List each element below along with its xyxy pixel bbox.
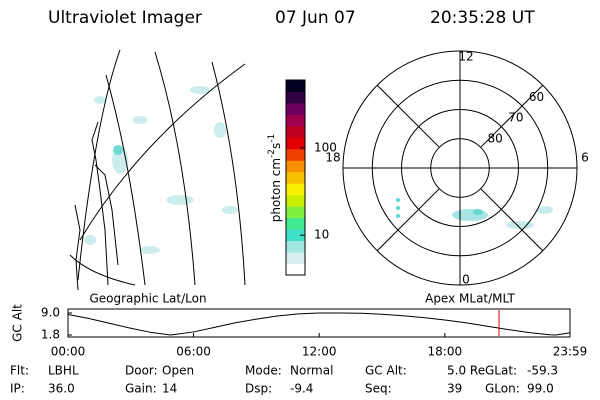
info-value: 39 xyxy=(447,382,462,396)
colorbar: 10 100 xyxy=(285,79,337,276)
polar-mlt-label: 6 xyxy=(581,151,589,165)
instrument: Ultraviolet Imager xyxy=(48,8,202,28)
polar-spoke xyxy=(480,188,544,252)
colorbar-tick-label: 10 xyxy=(314,228,329,242)
info-label: Mode: xyxy=(245,364,282,378)
altitude-xtick-label: 00:00 xyxy=(51,345,86,359)
info-label: Flt: xyxy=(10,364,29,378)
info-label: GC Alt: xyxy=(365,364,407,378)
colorbar-swatch xyxy=(286,148,305,161)
colorbar-swatch xyxy=(286,217,305,230)
colorbar-swatch xyxy=(286,240,305,253)
altitude-xtick-label: 12:00 xyxy=(302,345,337,359)
info-label: IP: xyxy=(10,382,25,396)
colorbar-label: photon cm-2s-1 xyxy=(267,134,283,223)
colorbar-label-part: s xyxy=(269,143,283,149)
info-value: 14 xyxy=(162,382,177,396)
polar-spoke xyxy=(376,188,440,252)
colorbar-swatch xyxy=(286,183,305,196)
colorbar-swatch xyxy=(286,171,305,184)
info-label: Gain: xyxy=(125,382,157,396)
colorbar-swatch xyxy=(286,229,305,242)
altitude-line xyxy=(67,312,571,336)
altitude-plot: 9.0 1.8 00:00 06:00 12:00 18:00 23:59 xyxy=(41,306,587,359)
info-value: LBHL xyxy=(48,364,79,378)
colorbar-swatch xyxy=(286,114,305,127)
info-label: GLat: xyxy=(485,364,517,378)
info-table: Flt: LBHL Door: Open Mode: Normal GC Alt: 5.0 R… xyxy=(10,364,558,396)
colorbar-swatch xyxy=(286,160,305,173)
info-label: Seq: xyxy=(365,382,392,396)
colorbar-label-part: -1 xyxy=(267,134,277,143)
polar-mlt-label: 18 xyxy=(325,151,340,165)
altitude-xtick-label: 18:00 xyxy=(428,345,463,359)
colorbar-label-part: photon cm xyxy=(269,158,283,222)
colorbar-tick-label: 100 xyxy=(314,140,337,154)
info-label: Door: xyxy=(125,364,158,378)
polar-mlt-label: 0 xyxy=(462,273,470,287)
info-value: 99.0 xyxy=(527,382,554,396)
colorbar-swatch xyxy=(286,102,305,115)
colorbar-swatch xyxy=(286,125,305,138)
altitude-ytick-label: 9.0 xyxy=(41,306,60,320)
colorbar-swatch xyxy=(286,80,305,92)
date: 07 Jun 07 xyxy=(275,8,356,28)
colorbar-swatch xyxy=(286,194,305,207)
geo-label: Geographic Lat/Lon xyxy=(89,292,206,306)
polar-lat-label: 70 xyxy=(508,111,523,125)
colorbar-frame xyxy=(285,79,306,276)
info-value: Open xyxy=(162,364,194,378)
polar-lat-label: 60 xyxy=(529,90,544,104)
geographic-map xyxy=(69,49,246,291)
colorbar-swatch xyxy=(286,91,305,104)
altitude-ytick-label: 1.8 xyxy=(41,328,60,342)
time: 20:35:28 UT xyxy=(430,8,535,28)
colorbar-label-part: -2 xyxy=(267,149,277,158)
polar-label: Apex MLat/MLT xyxy=(425,292,515,306)
info-value: 5.0 Re xyxy=(447,364,485,378)
altitude-xtick-label: 06:00 xyxy=(176,345,211,359)
colorbar-swatch xyxy=(286,137,305,150)
altitude-ylabel: GC Alt xyxy=(11,304,25,342)
colorbar-swatch xyxy=(286,263,305,276)
colorbar-swatch xyxy=(286,206,305,219)
polar-spoke xyxy=(480,84,544,148)
info-label: Dsp: xyxy=(245,382,272,396)
polar-lat-label: 80 xyxy=(488,131,503,145)
polar-spoke xyxy=(376,84,440,148)
info-label: GLon: xyxy=(485,382,520,396)
info-value: -9.4 xyxy=(290,382,313,396)
info-value: Normal xyxy=(290,364,333,378)
info-value: 36.0 xyxy=(48,382,75,396)
altitude-xtick-label: 23:59 xyxy=(553,345,588,359)
colorbar-swatch xyxy=(286,252,305,265)
info-value: -59.3 xyxy=(527,364,558,378)
polar-mlt-label: 12 xyxy=(458,50,473,64)
